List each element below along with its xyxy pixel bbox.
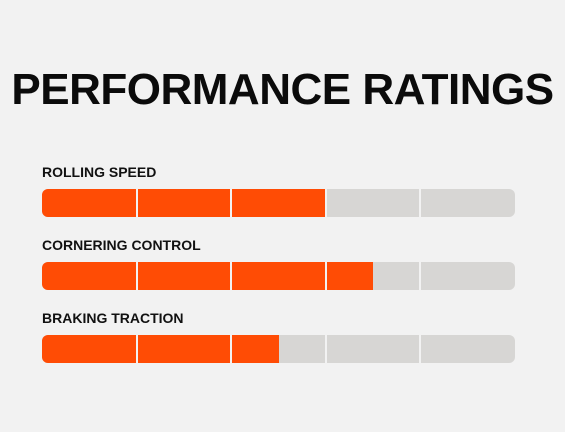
rating-fill: [42, 262, 374, 290]
segment-divider: [135, 262, 138, 290]
rating-label: BRAKING TRACTION: [42, 310, 184, 326]
segment-divider: [419, 262, 422, 290]
rating-cornering-control: CORNERING CONTROL: [42, 235, 515, 308]
segment-divider: [230, 189, 233, 217]
rating-braking-traction: BRAKING TRACTION: [42, 308, 515, 381]
segment-divider: [230, 262, 233, 290]
page-title: PERFORMANCE RATINGS: [11, 65, 554, 114]
rating-label: ROLLING SPEED: [42, 164, 157, 180]
rating-rolling-speed: ROLLING SPEED: [42, 162, 515, 235]
ratings-list: ROLLING SPEED CORNERING CONTROL BRAKING …: [42, 162, 515, 381]
segment-divider: [135, 189, 138, 217]
rating-label: CORNERING CONTROL: [42, 237, 201, 253]
segment-divider: [324, 262, 327, 290]
segment-divider: [230, 335, 233, 363]
segment-divider: [419, 189, 422, 217]
rating-fill: [42, 189, 326, 217]
segment-divider: [419, 335, 422, 363]
rating-bar: [42, 335, 515, 363]
rating-fill: [42, 335, 279, 363]
segment-divider: [324, 335, 327, 363]
rating-bar: [42, 189, 515, 217]
segment-divider: [324, 189, 327, 217]
rating-bar: [42, 262, 515, 290]
segment-divider: [135, 335, 138, 363]
